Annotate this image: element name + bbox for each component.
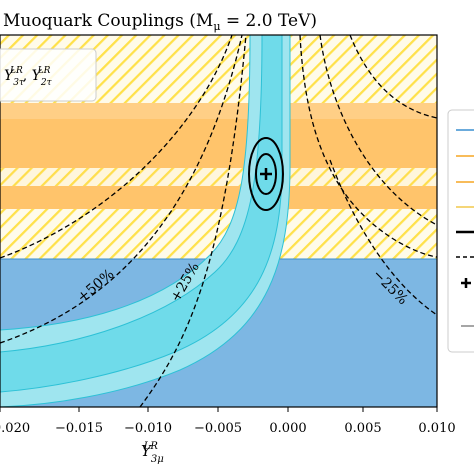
fit-ellipse-inner [255,153,277,195]
x-axis: −0.020 −0.015 −0.010 −0.005 0.000 0.005 … [0,407,456,436]
chart-title: Muoquark Couplings (Mμ = 2.0 TeV) [3,11,317,33]
x-tick-label-4: 0.000 [269,421,306,436]
cyan-band-inner [0,35,283,393]
legend [447,109,474,353]
orange-band-edge-top [0,103,437,119]
contour-inner-right [299,35,437,258]
x-axis-label: Y3μLR [141,441,164,465]
fit-ellipse-outer [248,137,284,211]
contour-plus50 [0,35,233,259]
contour-far-right [349,35,437,119]
contour-plus25 [139,35,247,407]
x-tick-label-6: 0.010 [418,421,455,436]
parameters-label: Y3τLR, Y2τLR [4,66,53,88]
x-tick-label-2: −0.010 [124,421,172,436]
best-fit-marker [260,168,272,180]
x-tick-label-5: 0.005 [344,421,381,436]
contour-plus50-lower [0,35,243,344]
x-tick-label-0: −0.020 [0,421,30,436]
parameters-box: Y3τLR, Y2τLR [0,48,97,102]
x-tick-label-1: −0.015 [55,421,103,436]
hatched-stripe-middle [0,168,437,186]
contour-minus25 [319,35,437,226]
legend-plus-marker [461,278,471,288]
x-tick-label-3: −0.005 [194,421,242,436]
